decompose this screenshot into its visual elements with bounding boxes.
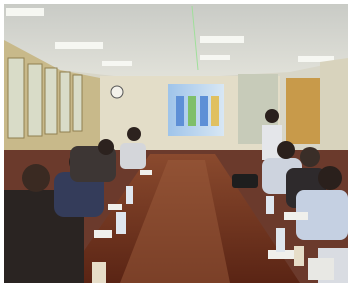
person-head [127, 127, 141, 141]
cabinet-door [28, 64, 42, 136]
slide-block [188, 96, 196, 126]
ceiling-light [200, 36, 244, 43]
cabinet-door [73, 75, 82, 131]
person-head [265, 109, 279, 123]
bottle [266, 196, 274, 214]
person-head [22, 164, 50, 192]
ceiling-light [6, 8, 44, 16]
paper [94, 230, 112, 238]
cabinet-door [60, 72, 70, 132]
bottle [126, 186, 133, 204]
paper [284, 212, 308, 220]
person [120, 143, 146, 169]
slide-block [211, 96, 219, 126]
person-head [318, 166, 342, 190]
person-head [98, 139, 114, 155]
ceiling-light [102, 61, 132, 66]
slide-block [176, 96, 184, 126]
paper [108, 204, 122, 210]
bag [232, 174, 258, 188]
bottle [116, 212, 126, 234]
paper [140, 170, 152, 175]
page [0, 0, 350, 286]
paper [308, 258, 334, 280]
ceiling-light [200, 55, 230, 60]
cabinet-door [8, 58, 24, 138]
meeting-room-photo [0, 0, 350, 286]
cup [294, 246, 304, 266]
cup [92, 262, 106, 283]
person-head [300, 147, 320, 167]
person-head [277, 141, 295, 159]
door [286, 78, 320, 144]
wall-clock [111, 86, 123, 98]
cabinet-door [45, 68, 57, 134]
slide-block [200, 96, 208, 126]
ceiling-light [55, 42, 103, 49]
bottle [276, 228, 285, 252]
